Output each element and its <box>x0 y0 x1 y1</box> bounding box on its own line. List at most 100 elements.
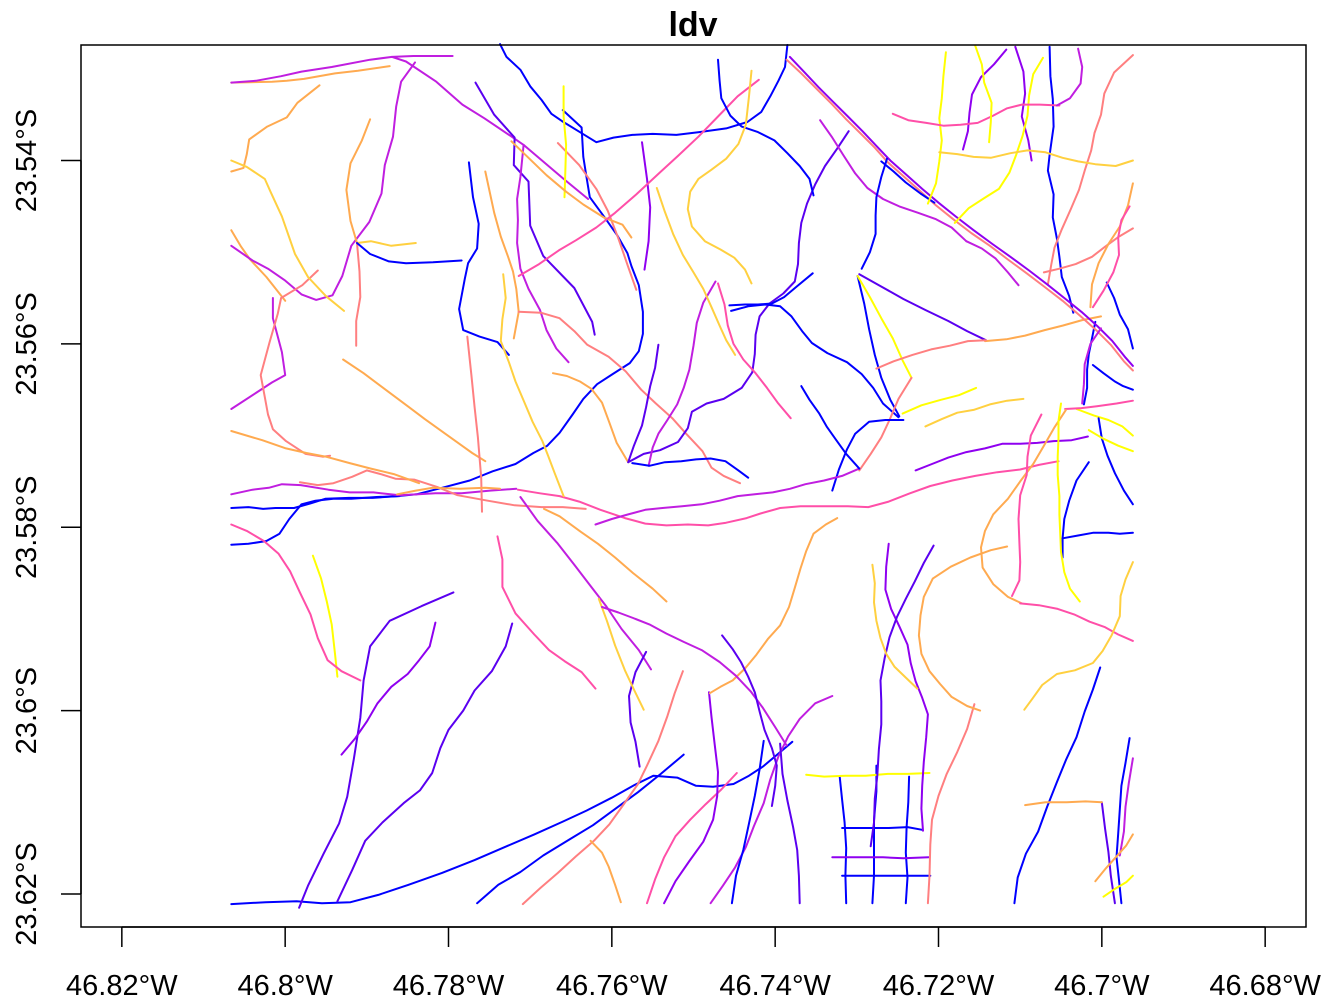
y-tick-label: 23.56°S <box>11 292 43 396</box>
road-segment <box>589 839 622 904</box>
road-segment <box>901 386 978 415</box>
road-segment <box>1091 364 1134 391</box>
road-segment <box>1102 874 1134 898</box>
road-segment <box>519 496 652 671</box>
road-segment <box>926 703 976 905</box>
road-segment <box>230 523 362 682</box>
road-segment <box>869 544 935 848</box>
road-segment <box>1024 800 1103 807</box>
road-segment <box>953 56 1044 224</box>
road-segment <box>597 597 645 711</box>
road-segment <box>516 460 1060 527</box>
road-segment <box>1061 461 1090 559</box>
x-tick-label: 46.78°W <box>393 970 505 1002</box>
road-segment <box>805 772 931 778</box>
road-segment <box>356 240 417 247</box>
road-segment <box>974 44 993 144</box>
road-segment <box>1046 45 1075 314</box>
road-segment <box>230 483 518 497</box>
road-segment <box>1061 531 1134 540</box>
road-segment <box>721 634 778 807</box>
y-tick-label: 23.62°S <box>11 842 43 946</box>
road-segment <box>1089 182 1134 309</box>
road-segment <box>496 535 597 690</box>
y-tick-label: 23.58°S <box>11 476 43 580</box>
road-segment <box>259 269 332 458</box>
road-segment <box>1023 561 1134 711</box>
road-segment <box>1118 757 1134 857</box>
x-tick-label: 46.68°W <box>1209 970 1321 1002</box>
x-axis: 46.82°W 46.8°W 46.78°W 46.76°W 46.74°W 46.72°… <box>66 926 1322 1002</box>
road-segment <box>800 385 861 470</box>
road-segment <box>965 240 1020 287</box>
road-segment <box>717 58 815 197</box>
road-segment <box>552 372 630 464</box>
road-segment <box>717 282 792 420</box>
road-segment <box>230 159 345 312</box>
road-segment <box>860 157 888 270</box>
road-segment <box>510 140 633 239</box>
road-segment <box>647 280 717 467</box>
road-segment <box>355 242 362 347</box>
road-segment <box>1097 417 1134 506</box>
road-segment <box>396 486 501 496</box>
road-segment <box>984 315 1102 343</box>
x-tick-label: 46.8°W <box>237 970 333 1002</box>
road-segment <box>1013 666 1102 905</box>
road-segment <box>516 143 570 364</box>
road-segment <box>980 408 1067 605</box>
road-segment <box>342 358 487 463</box>
road-segment <box>831 856 930 860</box>
road-segment <box>340 621 437 756</box>
road-network <box>230 43 1134 909</box>
road-segment <box>856 275 901 418</box>
road-segment <box>311 554 339 678</box>
plot-title: ldv <box>668 6 717 44</box>
road-segment <box>1105 281 1134 350</box>
x-tick-label: 46.7°W <box>1054 970 1150 1002</box>
road-segment <box>819 119 968 243</box>
x-tick-label: 46.76°W <box>556 970 668 1002</box>
road-segment <box>655 187 737 356</box>
road-segment <box>924 397 1025 428</box>
road-segment <box>891 103 1061 127</box>
road-segment <box>594 467 861 526</box>
road-segment <box>1055 47 1084 107</box>
road-segment <box>779 742 801 905</box>
road-segment <box>904 775 911 905</box>
road-segment <box>708 517 839 695</box>
x-tick-label: 46.82°W <box>66 970 178 1002</box>
road-segment <box>938 149 1134 167</box>
road-segment <box>646 772 738 905</box>
road-segment <box>1019 602 1134 642</box>
road-segment <box>499 43 789 144</box>
road-segment <box>914 435 1089 472</box>
y-axis: 23.54°S 23.56°S 23.58°S 23.6°S 23.62°S <box>11 109 82 946</box>
road-segment <box>628 650 648 768</box>
road-segment <box>858 376 913 472</box>
x-tick-label: 46.74°W <box>719 970 831 1002</box>
road-segment <box>785 58 1134 372</box>
road-segment <box>663 691 719 905</box>
road-segment <box>709 695 834 905</box>
road-segment <box>728 272 814 307</box>
road-segment <box>336 622 514 903</box>
road-segment <box>788 55 1134 367</box>
road-segment <box>298 591 455 909</box>
road-segment <box>1082 320 1097 406</box>
road-segment <box>230 55 454 84</box>
road-segment <box>230 495 401 546</box>
y-tick-label: 23.6°S <box>11 667 43 754</box>
road-segment <box>730 739 765 905</box>
road-segment <box>856 275 913 379</box>
y-tick-label: 23.54°S <box>11 109 43 213</box>
road-segment <box>1094 833 1134 883</box>
road-segment <box>543 507 668 603</box>
road-segment <box>521 670 684 906</box>
road-segment <box>917 545 1009 712</box>
road-segment <box>838 775 848 905</box>
road-segment <box>884 542 929 832</box>
road-segment <box>1081 327 1102 405</box>
x-tick-label: 46.72°W <box>883 970 995 1002</box>
